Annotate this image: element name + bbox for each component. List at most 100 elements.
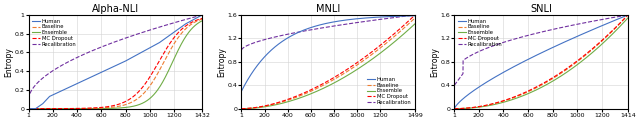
Recalibration <box>143 30 151 31</box>
Ensemble <box>108 108 116 109</box>
Human <box>412 15 419 16</box>
Baseline <box>502 100 510 101</box>
Title: SNLI: SNLI <box>530 4 552 14</box>
MC Dropout <box>323 81 330 82</box>
Baseline <box>412 17 419 19</box>
Line: Human: Human <box>241 16 415 91</box>
Recalibration <box>351 22 358 24</box>
Baseline <box>42 108 49 109</box>
Recalibration <box>280 34 287 36</box>
Line: Recalibration: Recalibration <box>29 15 202 99</box>
Baseline <box>143 88 151 90</box>
Recalibration <box>42 75 49 76</box>
Ensemble <box>624 17 632 19</box>
Ensemble <box>280 102 287 104</box>
Ensemble <box>143 100 151 101</box>
Human <box>237 90 245 92</box>
Recalibration <box>412 14 419 16</box>
Line: Ensemble: Ensemble <box>454 18 628 109</box>
Ensemble <box>620 22 627 24</box>
Recalibration <box>472 52 479 54</box>
Baseline <box>25 108 33 109</box>
MC Dropout <box>624 14 632 16</box>
Ensemble <box>100 108 108 109</box>
Line: Ensemble: Ensemble <box>241 24 415 109</box>
Ensemble <box>237 108 245 109</box>
Line: Recalibration: Recalibration <box>454 15 628 85</box>
Ensemble <box>372 56 380 57</box>
Human <box>97 72 104 73</box>
Ensemble <box>412 23 419 25</box>
Ensemble <box>351 70 358 72</box>
Human <box>569 38 577 39</box>
Human <box>42 100 49 101</box>
Recalibration <box>323 26 330 28</box>
MC Dropout <box>351 64 358 65</box>
Baseline <box>474 106 482 108</box>
Ensemble <box>325 85 333 86</box>
Recalibration <box>486 46 493 48</box>
MC Dropout <box>569 64 577 65</box>
Line: Baseline: Baseline <box>454 15 628 109</box>
MC Dropout <box>486 104 493 105</box>
Recalibration <box>502 41 510 42</box>
MC Dropout <box>451 108 458 109</box>
MC Dropout <box>42 108 49 109</box>
MC Dropout <box>325 80 333 81</box>
Line: Recalibration: Recalibration <box>241 15 415 50</box>
Recalibration <box>108 42 116 44</box>
Y-axis label: Entropy: Entropy <box>217 47 226 77</box>
Line: Human: Human <box>454 15 628 109</box>
Ensemble <box>486 105 493 106</box>
Line: MC Dropout: MC Dropout <box>241 15 415 109</box>
Legend: Human, Baseline, Ensemble, MC Dropout, Recalibration: Human, Baseline, Ensemble, MC Dropout, R… <box>457 18 504 48</box>
Human <box>100 70 108 72</box>
MC Dropout <box>502 99 510 101</box>
MC Dropout <box>25 108 33 109</box>
Legend: Human, Baseline, Ensemble, MC Dropout, Recalibration: Human, Baseline, Ensemble, MC Dropout, R… <box>31 18 77 48</box>
Line: Baseline: Baseline <box>241 18 415 109</box>
Baseline <box>351 66 358 67</box>
Recalibration <box>62 62 70 64</box>
MC Dropout <box>100 106 108 108</box>
Human <box>325 22 333 24</box>
Baseline <box>451 108 458 109</box>
Recalibration <box>372 19 380 21</box>
MC Dropout <box>108 105 116 107</box>
MC Dropout <box>474 106 482 107</box>
Baseline <box>100 107 108 109</box>
Line: Ensemble: Ensemble <box>29 21 202 109</box>
Ensemble <box>42 108 49 109</box>
Ensemble <box>472 107 479 108</box>
MC Dropout <box>322 81 330 83</box>
Recalibration <box>474 51 482 53</box>
Human <box>472 89 479 90</box>
MC Dropout <box>280 100 287 102</box>
MC Dropout <box>372 48 380 50</box>
Human <box>372 17 380 18</box>
MC Dropout <box>97 107 104 108</box>
Title: Alpha-NLI: Alpha-NLI <box>92 4 139 14</box>
MC Dropout <box>198 18 206 19</box>
Human <box>624 14 632 16</box>
Human <box>323 23 330 24</box>
Ensemble <box>198 20 206 21</box>
Recalibration <box>451 85 458 86</box>
Baseline <box>486 104 493 106</box>
Ensemble <box>25 108 33 109</box>
Ensemble <box>62 108 70 109</box>
MC Dropout <box>143 80 151 81</box>
Human <box>280 40 287 41</box>
Y-axis label: Entropy: Entropy <box>430 47 439 77</box>
Human <box>351 18 358 20</box>
MC Dropout <box>412 14 419 16</box>
Line: MC Dropout: MC Dropout <box>29 18 202 109</box>
Ensemble <box>97 108 104 109</box>
Recalibration <box>620 15 627 16</box>
Baseline <box>325 81 333 83</box>
MC Dropout <box>62 108 70 109</box>
Ensemble <box>451 108 458 109</box>
Human <box>322 23 330 24</box>
MC Dropout <box>472 106 479 108</box>
Ensemble <box>502 101 510 102</box>
